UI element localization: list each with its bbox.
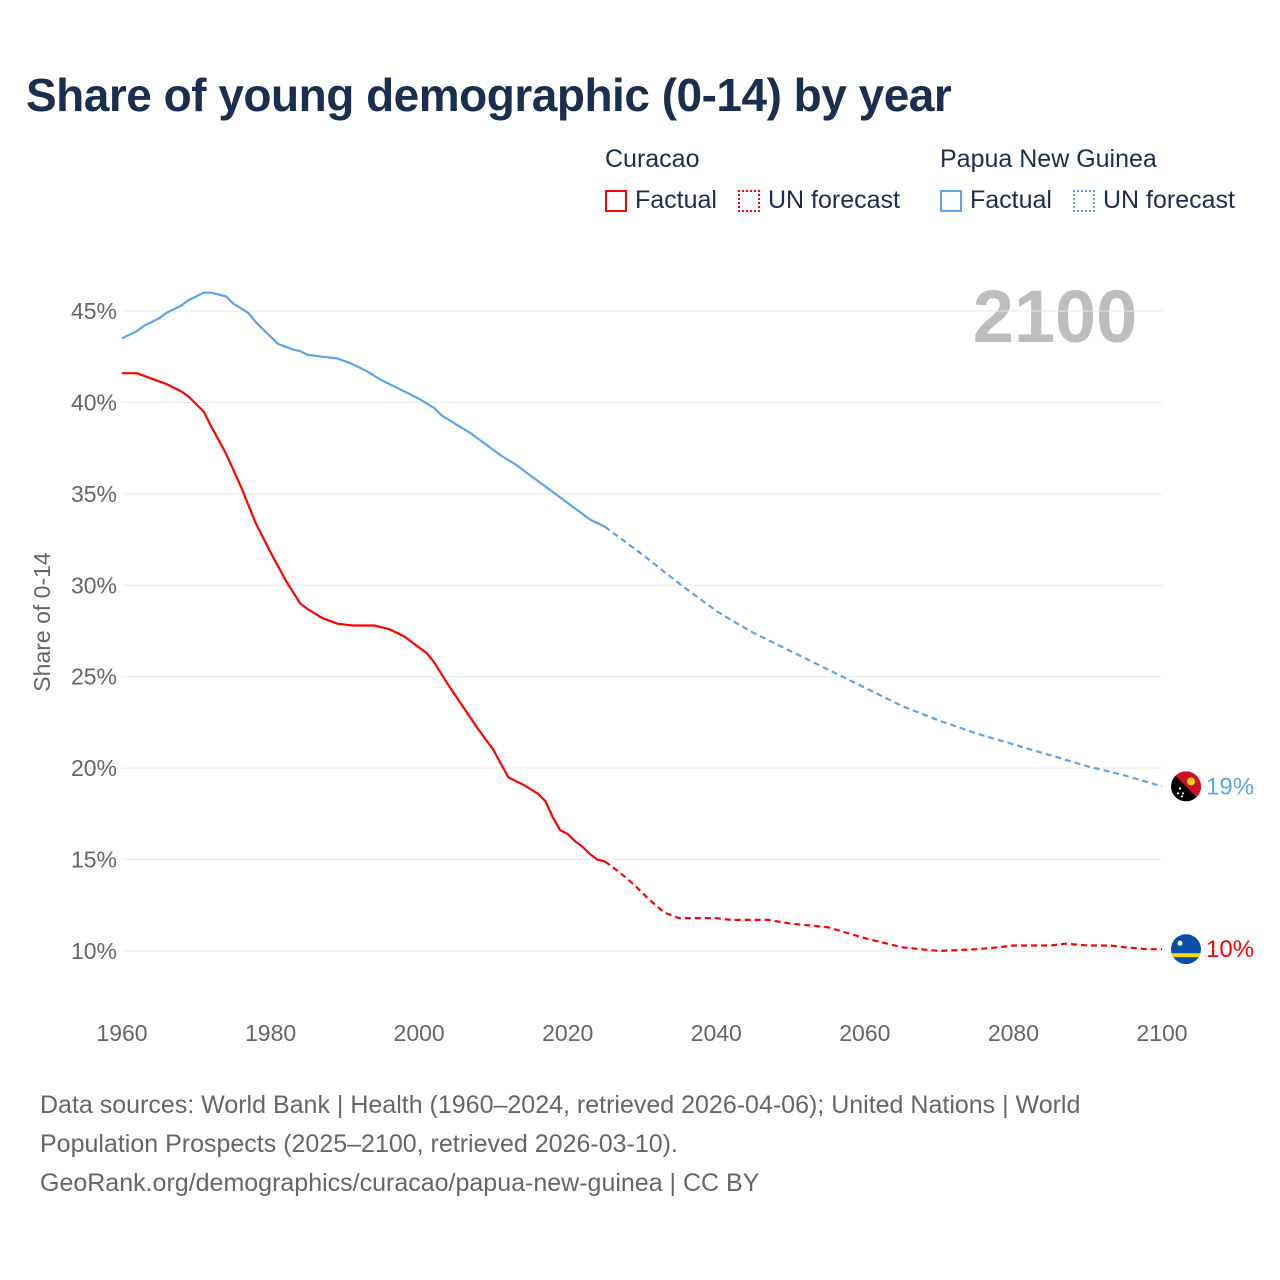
y-tick-label: 20% bbox=[71, 755, 117, 781]
footer-sources-2: Population Prospects (2025–2100, retriev… bbox=[40, 1130, 678, 1158]
legend-label: Factual bbox=[635, 186, 717, 214]
x-tick-label: 2100 bbox=[1136, 1020, 1187, 1046]
curacao-factual-line bbox=[122, 372, 606, 863]
y-tick-label: 25% bbox=[71, 664, 117, 690]
footer-sources-1: Data sources: World Bank | Health (1960–… bbox=[40, 1091, 1081, 1119]
y-axis-label: Share of 0-14 bbox=[29, 552, 55, 692]
curacao-flag-icon bbox=[1171, 934, 1201, 965]
legend-curacao-factual[interactable]: Factual bbox=[605, 186, 717, 215]
legend-swatch bbox=[605, 189, 627, 212]
x-tick-label: 2080 bbox=[988, 1020, 1039, 1046]
x-tick-label: 1960 bbox=[96, 1020, 147, 1046]
legend-swatch bbox=[1073, 189, 1095, 212]
y-tick-label: 45% bbox=[71, 298, 117, 324]
y-tick-label: 10% bbox=[71, 938, 117, 964]
legend-png-heading: Papua New Guinea bbox=[940, 145, 1157, 173]
curacao-forecast-line bbox=[604, 860, 1162, 953]
legend-swatch bbox=[738, 189, 760, 212]
y-tick-label: 40% bbox=[71, 389, 117, 415]
chart-title: Share of young demographic (0-14) by yea… bbox=[26, 69, 952, 121]
x-tick-label: 2040 bbox=[691, 1020, 742, 1046]
png-factual-line bbox=[121, 291, 606, 528]
png-end-label: 19% bbox=[1206, 773, 1254, 800]
legend-png-forecast[interactable]: UN forecast bbox=[1073, 186, 1235, 215]
x-tick-label: 2060 bbox=[839, 1020, 890, 1046]
legend-label: UN forecast bbox=[1103, 186, 1235, 214]
y-tick-label: 15% bbox=[71, 847, 117, 873]
curacao-end-label: 10% bbox=[1206, 936, 1254, 963]
x-tick-label: 2020 bbox=[542, 1020, 593, 1046]
y-tick-label: 35% bbox=[71, 481, 117, 507]
year-label: 2100 bbox=[973, 275, 1138, 358]
png-flag-icon bbox=[1171, 771, 1201, 802]
x-tick-label: 1980 bbox=[245, 1020, 296, 1046]
footer: Data sources: World Bank | Health (1960–… bbox=[40, 1086, 1080, 1203]
y-tick-label: 30% bbox=[71, 572, 117, 598]
legend-label: Factual bbox=[970, 186, 1052, 214]
legend-swatch bbox=[940, 189, 962, 212]
legend-png-factual[interactable]: Factual bbox=[940, 186, 1052, 215]
x-tick-label: 2000 bbox=[394, 1020, 445, 1046]
legend-curacao-heading: Curacao bbox=[605, 145, 700, 173]
footer-url[interactable]: GeoRank.org/demographics/curacao/papua-n… bbox=[40, 1169, 760, 1197]
legend-curacao-forecast[interactable]: UN forecast bbox=[738, 186, 900, 215]
legend-label: UN forecast bbox=[768, 186, 900, 214]
png-forecast-line bbox=[604, 525, 1163, 788]
